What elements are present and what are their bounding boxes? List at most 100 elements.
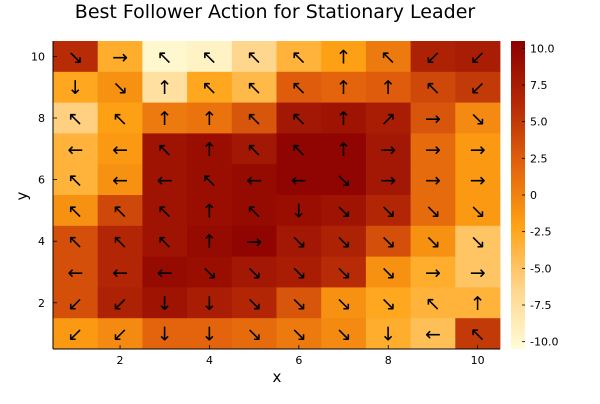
- heatmap-cell: [187, 256, 233, 288]
- heatmap-cell: [321, 287, 367, 319]
- y-tick-label: 6: [38, 174, 45, 187]
- action-arrow: →: [246, 231, 262, 253]
- action-arrow: ↑: [157, 77, 173, 99]
- y-axis-label: y: [13, 191, 31, 200]
- y-tick-label: 10: [31, 50, 45, 63]
- action-arrow: →: [380, 170, 396, 192]
- heatmap-cell: [321, 41, 367, 73]
- action-arrow: ↖: [157, 46, 173, 68]
- heatmap-cell: [276, 133, 322, 165]
- heatmap-cell: [276, 71, 322, 103]
- heatmap-cell: [142, 71, 188, 103]
- heatmap-cell: [276, 318, 322, 350]
- heatmap-cell: [142, 318, 188, 350]
- x-tick-label: 6: [295, 354, 302, 367]
- action-arrow: ↘: [201, 262, 217, 284]
- heatmap-cell: [410, 318, 456, 350]
- action-arrow: ↖: [112, 108, 128, 130]
- action-arrow: ↖: [67, 170, 83, 192]
- action-arrows: ↘ → ↖ ↖ ↖ ↖ ↑ ↖ ↙ ↙ ↓ ↘ ↑ ↖ ↖ ↖ ↑ ↑ ↖ ↙ ↖ ↖ ↑ ↑ ↖ ↖ ↑ ↗ → ↘ ← ← ↖ ↑ ↖ ↖ ↑ → → →…: [67, 46, 485, 345]
- heatmap-cell: [455, 318, 501, 350]
- heatmap-cell: [97, 164, 143, 196]
- heatmap-cell: [410, 133, 456, 165]
- heatmap-cell: [187, 287, 233, 319]
- action-arrow: ↘: [470, 108, 486, 130]
- action-arrow: ↘: [336, 231, 352, 253]
- action-arrow: ↖: [246, 77, 262, 99]
- heatmap-cell: [410, 225, 456, 257]
- action-arrow: →: [425, 170, 441, 192]
- heatmap-cell: [365, 318, 411, 350]
- heatmap-cell: [231, 41, 277, 73]
- heatmap-cell: [97, 41, 143, 73]
- heatmap-cell: [187, 71, 233, 103]
- heatmap-cell: [53, 71, 99, 103]
- heatmap-cell: [365, 102, 411, 134]
- heatmap-cell: [187, 225, 233, 257]
- action-arrow: ↖: [425, 293, 441, 315]
- action-arrow: ↖: [291, 108, 307, 130]
- action-arrow: ↓: [67, 77, 83, 99]
- action-arrow: ↖: [157, 231, 173, 253]
- heatmap-cell: [142, 195, 188, 227]
- action-arrow: ↘: [380, 231, 396, 253]
- action-arrow: ↖: [470, 324, 486, 346]
- action-arrow: ↘: [246, 293, 262, 315]
- action-arrow: ↓: [157, 293, 173, 315]
- action-arrow: ↖: [67, 231, 83, 253]
- heatmap-cell: [365, 41, 411, 73]
- heatmap-cell: [276, 164, 322, 196]
- action-arrow: ↘: [470, 231, 486, 253]
- x-axis-ticks: 2 4 6 8 10: [117, 345, 485, 367]
- action-arrow: ↖: [380, 46, 396, 68]
- action-arrow: ↖: [246, 200, 262, 222]
- action-arrow: →: [425, 262, 441, 284]
- heatmap-cell: [53, 318, 99, 350]
- action-arrow: ←: [246, 170, 262, 192]
- action-arrow: ↘: [380, 200, 396, 222]
- heatmap-cell: [321, 164, 367, 196]
- action-arrow: ↑: [336, 77, 352, 99]
- colorbar-tick-label: 2.5: [530, 152, 548, 165]
- heatmap-cell: [97, 287, 143, 319]
- heatmap-cell: [321, 71, 367, 103]
- action-arrow: ←: [112, 262, 128, 284]
- action-arrow: ↘: [336, 200, 352, 222]
- action-arrow: →: [470, 139, 486, 161]
- heatmap-cell: [142, 102, 188, 134]
- heatmap-cell: [97, 195, 143, 227]
- action-arrow: ↘: [380, 293, 396, 315]
- heatmap-cell: [276, 195, 322, 227]
- colorbar-tick-label: -10.0: [530, 336, 558, 349]
- action-arrow: ↘: [246, 262, 262, 284]
- action-arrow: ↘: [291, 231, 307, 253]
- heatmap-cell: [455, 225, 501, 257]
- heatmap-cell: [53, 225, 99, 257]
- colorbar-tick-label: -5.0: [530, 262, 551, 275]
- action-arrow: ↗: [380, 108, 396, 130]
- action-arrow: ↖: [291, 77, 307, 99]
- action-arrow: ↖: [246, 108, 262, 130]
- heatmap-cell: [455, 133, 501, 165]
- colorbar-tick-label: 7.5: [530, 79, 548, 92]
- heatmap-cell: [187, 102, 233, 134]
- heatmap-cell: [231, 195, 277, 227]
- action-arrow: ↓: [157, 324, 173, 346]
- plot-frame: [52, 41, 500, 350]
- heatmap-cell: [231, 71, 277, 103]
- heatmap-cell: [231, 318, 277, 350]
- action-arrow: ↑: [470, 293, 486, 315]
- heatmap-cell: [97, 133, 143, 165]
- action-arrow: ↖: [201, 46, 217, 68]
- y-tick-label: 4: [38, 235, 45, 248]
- heatmap-cell: [365, 164, 411, 196]
- heatmap-cell: [142, 287, 188, 319]
- heatmap-cell: [276, 225, 322, 257]
- action-arrow: ↘: [291, 293, 307, 315]
- heatmap-cell: [53, 287, 99, 319]
- action-arrow: ↑: [201, 200, 217, 222]
- heatmap-cell: [142, 225, 188, 257]
- heatmap-cell: [142, 164, 188, 196]
- action-arrow: ↘: [336, 324, 352, 346]
